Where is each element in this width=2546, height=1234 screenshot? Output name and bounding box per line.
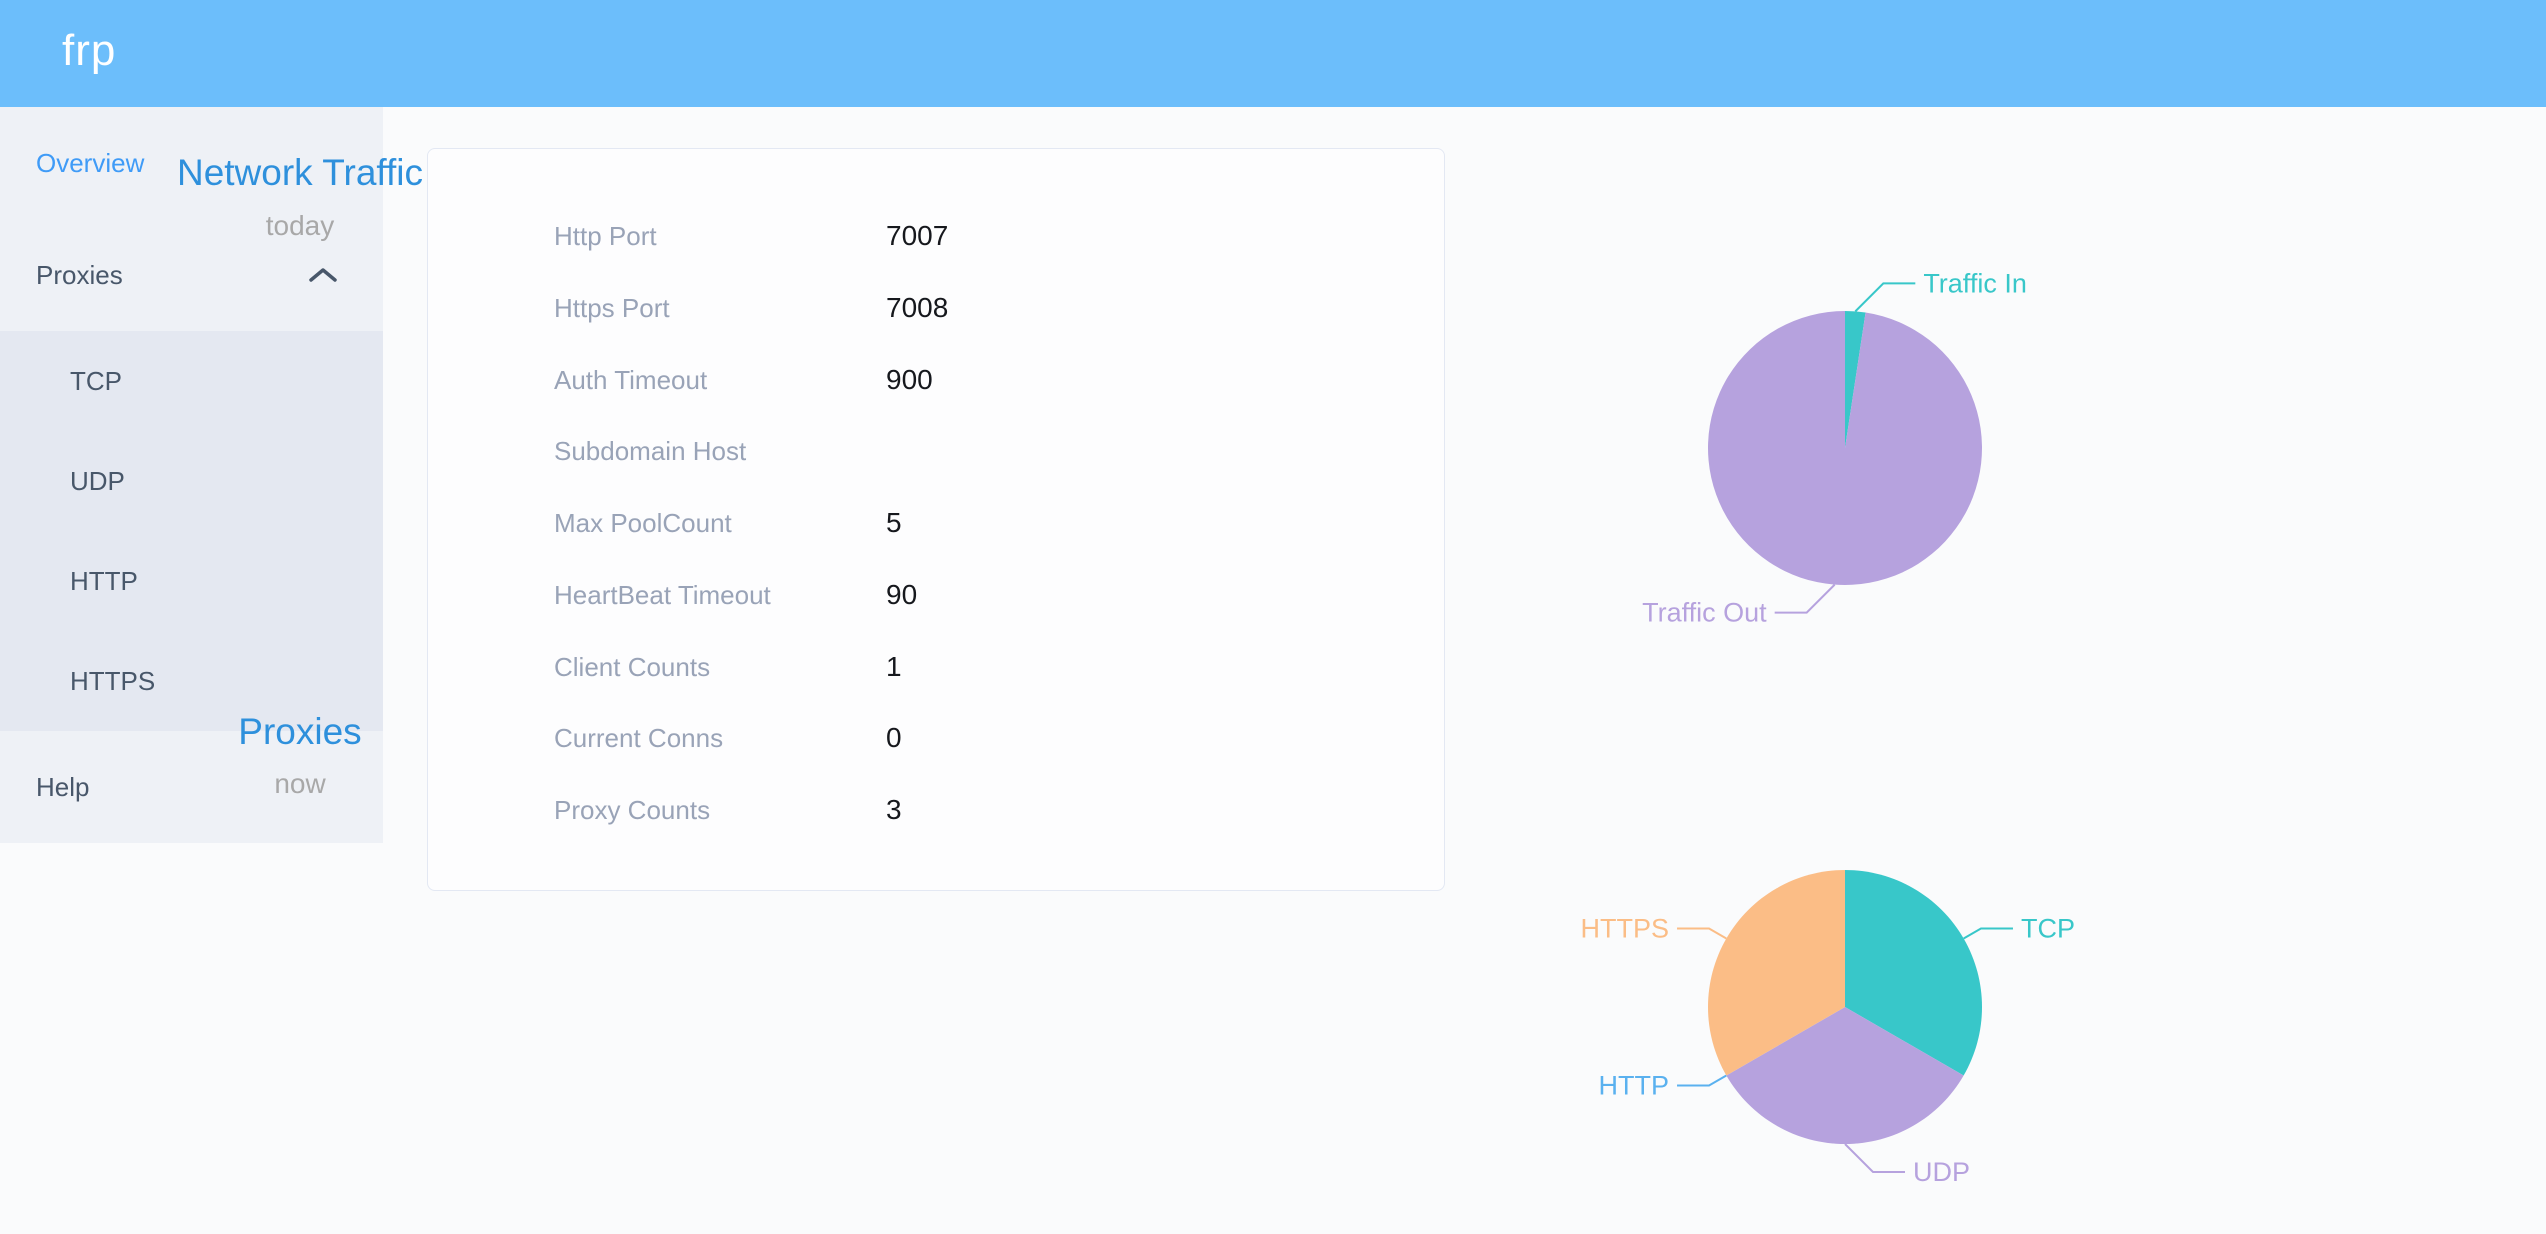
sidebar-item-http[interactable]: HTTP — [0, 531, 383, 631]
pie-label-line-udp — [1844, 1143, 1905, 1173]
pie-label-traffic-out: Traffic Out — [1642, 598, 1767, 628]
pie-label-line-http — [1677, 1074, 1727, 1087]
info-label: Client Counts — [554, 652, 711, 682]
network-traffic-pie: Traffic In Traffic Out — [1642, 268, 2027, 628]
info-row-max-poolcount: Max PoolCount 5 — [428, 487, 1444, 559]
pie-label-line-traffic-out — [1774, 583, 1836, 614]
sidebar-item-label: TCP — [70, 366, 122, 396]
sidebar-item-overview[interactable]: Overview — [0, 107, 383, 219]
info-value: 90 — [886, 579, 918, 610]
info-row-client-counts: Client Counts 1 — [428, 631, 1444, 703]
info-label: Current Conns — [554, 723, 724, 753]
info-value: 1 — [886, 651, 902, 682]
sidebar-item-label: UDP — [70, 466, 125, 496]
proxies-subtitle: now — [274, 768, 326, 799]
info-row-https-port: Https Port 7008 — [428, 272, 1444, 344]
pie-slice-https[interactable] — [1708, 870, 1845, 1076]
info-label: Subdomain Host — [554, 436, 747, 466]
info-value: 0 — [886, 722, 902, 753]
info-label: Http Port — [554, 221, 657, 251]
info-value: 7007 — [886, 220, 949, 251]
pie-label-http: HTTP — [1599, 1071, 1670, 1101]
info-row-current-conns: Current Conns 0 — [428, 702, 1444, 774]
pie-label-https: HTTPS — [1581, 914, 1670, 944]
sidebar: Overview Proxies TCP UDP HTTP HTTPS Help — [0, 107, 383, 843]
info-row-proxy-counts: Proxy Counts 3 — [428, 774, 1444, 846]
sidebar-item-udp[interactable]: UDP — [0, 431, 383, 531]
pie-slice-traffic-in[interactable] — [1845, 311, 1866, 448]
server-info-card: Http Port 7007 Https Port 7008 Auth Time… — [427, 148, 1445, 891]
info-row-subdomain-host: Subdomain Host — [428, 415, 1444, 487]
pie-label-line-traffic-in — [1854, 282, 1916, 313]
proxies-submenu: TCP UDP HTTP HTTPS — [0, 331, 383, 731]
sidebar-item-https[interactable]: HTTPS — [0, 631, 383, 731]
pie-label-udp: UDP — [1913, 1157, 1970, 1187]
chevron-up-icon — [309, 268, 337, 282]
info-value: 7008 — [886, 292, 949, 323]
info-label: Max PoolCount — [554, 508, 732, 538]
pie-label-line-tcp — [1963, 927, 2013, 940]
app-header: frp — [0, 0, 2546, 107]
pie-slice-traffic-out[interactable] — [1708, 311, 1982, 585]
info-row-http-port: Http Port 7007 — [428, 200, 1444, 272]
proxies-pie: TCP UDP HTTP HTTPS — [1581, 870, 2075, 1187]
sidebar-item-tcp[interactable]: TCP — [0, 331, 383, 431]
pie-label-tcp: TCP — [2021, 914, 2075, 944]
info-value: 900 — [886, 364, 933, 395]
sidebar-item-proxies[interactable]: Proxies — [0, 219, 383, 331]
pie-slice-udp[interactable] — [1726, 1007, 1964, 1144]
pie-label-line-https — [1677, 927, 1727, 940]
sidebar-item-label: HTTP — [70, 566, 138, 596]
sidebar-item-label: HTTPS — [70, 666, 156, 696]
sidebar-item-label: Help — [36, 772, 90, 802]
info-row-auth-timeout: Auth Timeout 900 — [428, 344, 1444, 416]
info-label: Proxy Counts — [554, 795, 711, 825]
sidebar-item-label: Proxies — [36, 260, 123, 290]
network-traffic-title: Network Traffic — [176, 152, 424, 193]
pie-label-traffic-in: Traffic In — [1923, 268, 2027, 298]
network-traffic-subtitle: today — [265, 210, 335, 241]
app-logo: frp — [62, 26, 117, 75]
pie-slice-tcp[interactable] — [1845, 870, 1982, 1076]
info-value: 5 — [886, 507, 902, 538]
info-label: Https Port — [554, 293, 670, 323]
proxies-title: Proxies — [238, 711, 362, 752]
sidebar-item-label: Overview — [36, 148, 145, 178]
info-label: HeartBeat Timeout — [554, 580, 771, 610]
info-row-heartbeat-timeout: HeartBeat Timeout 90 — [428, 559, 1444, 631]
info-value: 3 — [886, 794, 902, 825]
info-label: Auth Timeout — [554, 365, 708, 395]
sidebar-item-help[interactable]: Help — [0, 731, 383, 843]
